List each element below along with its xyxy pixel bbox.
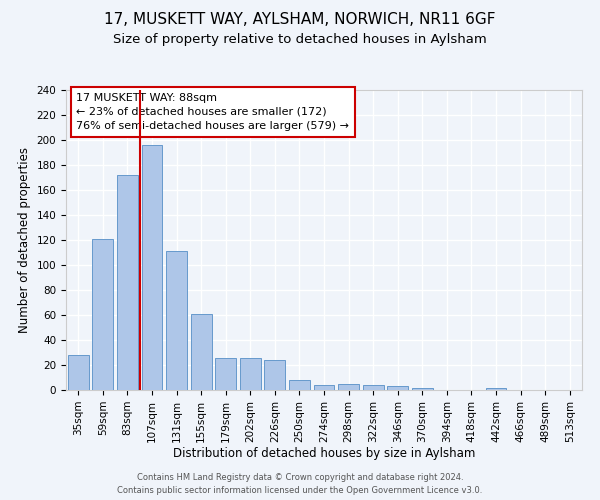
Text: Contains HM Land Registry data © Crown copyright and database right 2024.
Contai: Contains HM Land Registry data © Crown c… xyxy=(118,473,482,495)
Bar xyxy=(117,175,138,390)
Bar xyxy=(68,355,89,390)
Bar xyxy=(289,380,310,390)
Bar xyxy=(362,385,383,390)
X-axis label: Distribution of detached houses by size in Aylsham: Distribution of detached houses by size … xyxy=(173,448,475,460)
Y-axis label: Number of detached properties: Number of detached properties xyxy=(18,147,31,333)
Text: Size of property relative to detached houses in Aylsham: Size of property relative to detached ho… xyxy=(113,32,487,46)
Bar xyxy=(215,358,236,390)
Bar xyxy=(166,251,187,390)
Bar xyxy=(314,385,334,390)
Bar xyxy=(387,386,408,390)
Bar xyxy=(92,239,113,390)
Bar xyxy=(412,388,433,390)
Bar xyxy=(485,388,506,390)
Bar xyxy=(191,314,212,390)
Bar xyxy=(265,360,286,390)
Bar xyxy=(240,358,261,390)
Text: 17, MUSKETT WAY, AYLSHAM, NORWICH, NR11 6GF: 17, MUSKETT WAY, AYLSHAM, NORWICH, NR11 … xyxy=(104,12,496,28)
Bar xyxy=(338,384,359,390)
Bar xyxy=(142,145,163,390)
Text: 17 MUSKETT WAY: 88sqm
← 23% of detached houses are smaller (172)
76% of semi-det: 17 MUSKETT WAY: 88sqm ← 23% of detached … xyxy=(76,93,349,131)
